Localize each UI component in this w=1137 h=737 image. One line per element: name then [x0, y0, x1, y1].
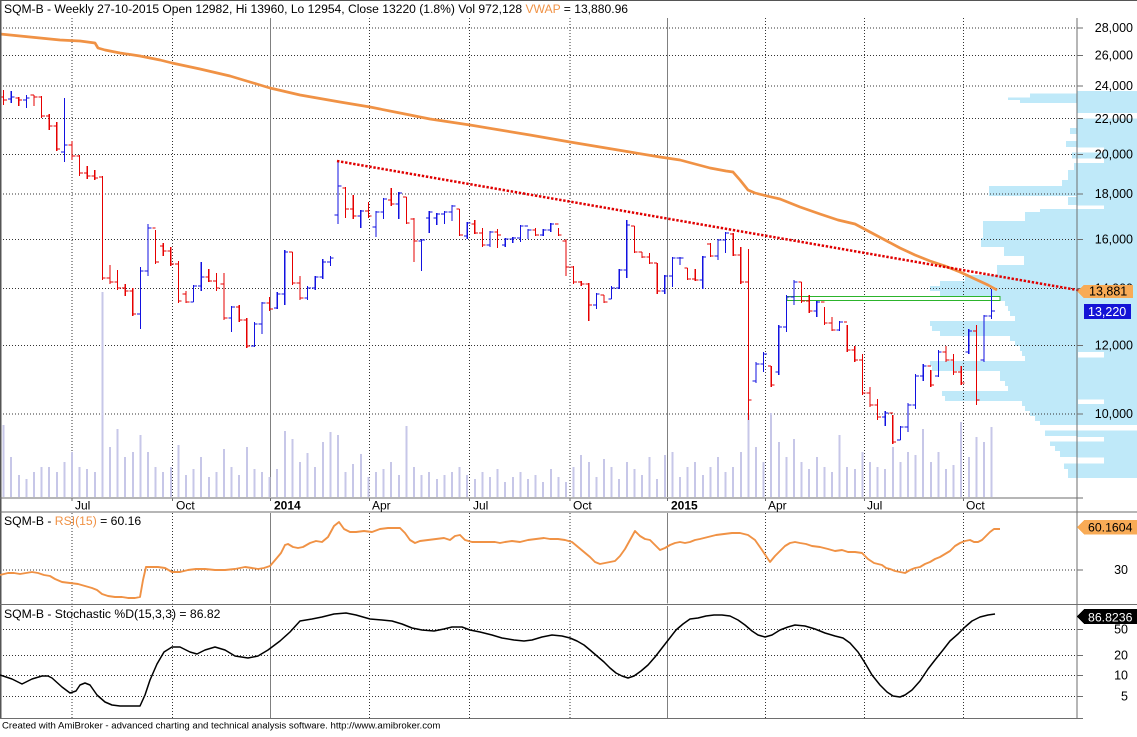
svg-text:16,000: 16,000 — [1095, 233, 1133, 247]
svg-text:2014: 2014 — [274, 499, 301, 513]
svg-text:Oct: Oct — [176, 499, 195, 513]
svg-text:Jul: Jul — [473, 499, 488, 513]
svg-text:SQM-B - Stochastic %D(15,3,3): SQM-B - Stochastic %D(15,3,3) = 86.82 — [4, 607, 221, 621]
svg-text:18,000: 18,000 — [1095, 187, 1133, 201]
svg-text:22,000: 22,000 — [1095, 112, 1133, 126]
svg-text:SQM-B - Weekly 27-10-2015 Open: SQM-B - Weekly 27-10-2015 Open 12982, Hi… — [4, 2, 628, 16]
svg-text:10: 10 — [1114, 669, 1128, 683]
svg-text:28,000: 28,000 — [1095, 21, 1133, 35]
svg-text:Created with AmiBroker - advan: Created with AmiBroker - advanced charti… — [2, 721, 440, 732]
svg-text:5: 5 — [1121, 689, 1128, 703]
svg-text:50: 50 — [1114, 623, 1128, 637]
svg-text:Oct: Oct — [966, 499, 985, 513]
svg-text:Jul: Jul — [867, 499, 882, 513]
svg-text:Apr: Apr — [768, 499, 787, 513]
svg-text:60.1604: 60.1604 — [1088, 521, 1133, 535]
svg-text:26,000: 26,000 — [1095, 49, 1133, 63]
svg-text:Jul: Jul — [75, 499, 90, 513]
svg-text:20,000: 20,000 — [1095, 148, 1133, 162]
svg-text:24,000: 24,000 — [1095, 79, 1133, 93]
svg-text:13,881: 13,881 — [1089, 285, 1127, 299]
svg-text:12,000: 12,000 — [1095, 339, 1133, 353]
svg-text:13,220: 13,220 — [1088, 305, 1126, 319]
svg-text:86.8236: 86.8236 — [1088, 611, 1133, 625]
svg-text:Apr: Apr — [372, 499, 391, 513]
svg-text:2015: 2015 — [671, 499, 698, 513]
svg-text:30: 30 — [1114, 563, 1128, 577]
svg-text:20: 20 — [1114, 648, 1128, 662]
svg-text:SQM-B - RSI(15) = 60.16: SQM-B - RSI(15) = 60.16 — [4, 514, 141, 528]
svg-text:10,000: 10,000 — [1095, 407, 1133, 421]
svg-text:Oct: Oct — [573, 499, 592, 513]
